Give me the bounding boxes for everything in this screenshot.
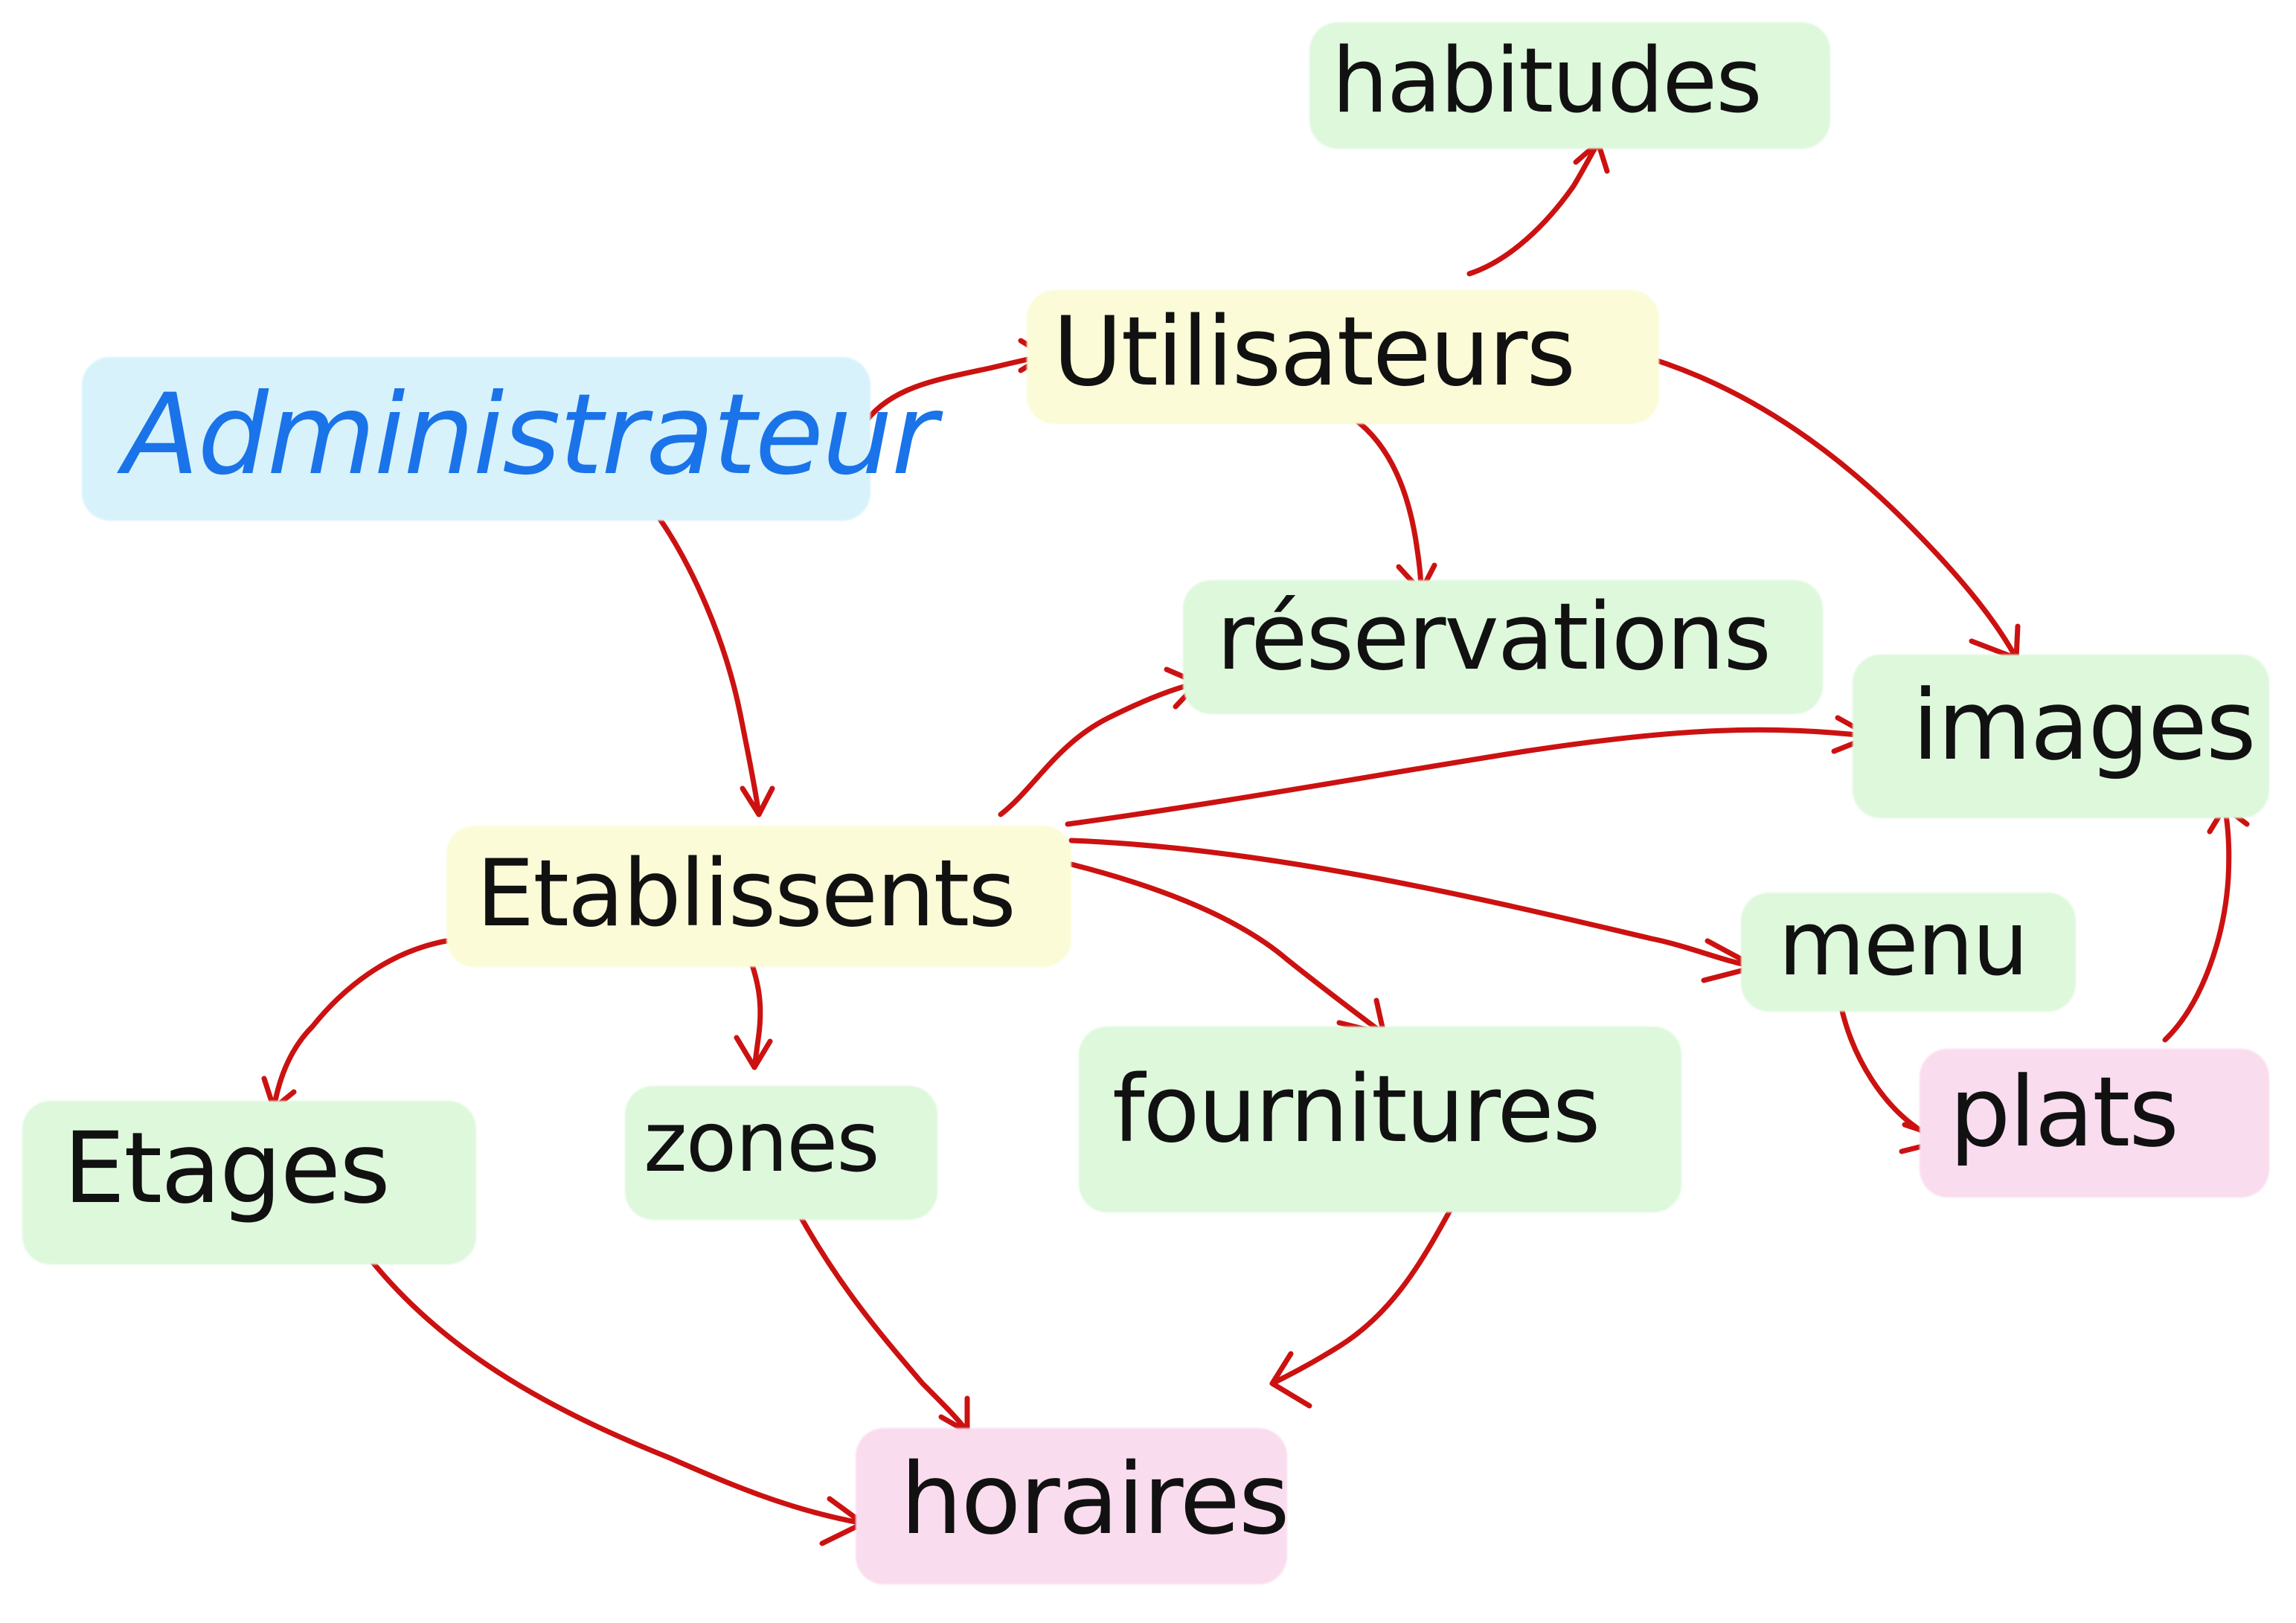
label-reservations: réservations [1216, 584, 1771, 691]
highlight-reservations [1183, 580, 1823, 714]
label-menu: menu [1778, 893, 2029, 996]
arrowhead-utilisateurs-to-images [1969, 623, 2021, 661]
edge-etablissements-to-menu [1068, 838, 1759, 970]
edge-utilisateurs-to-reservations [1351, 416, 1424, 594]
label-zones: zones [644, 1094, 880, 1191]
label-images: images [1912, 669, 2257, 782]
edge-administrateur-to-utilisateurs [864, 353, 1048, 423]
highlight-menu [1741, 893, 2076, 1012]
edge-plats-to-images [2162, 804, 2232, 1043]
edge-etablissements-to-reservations [998, 680, 1201, 817]
edge-utilisateurs-to-habitudes [1466, 140, 1601, 277]
edge-etablissements-to-images [1065, 727, 1874, 827]
edge-etablissements-to-zones [745, 949, 763, 1070]
edge-utilisateurs-to-images [1630, 350, 2019, 661]
edge-etages-to-horaires [341, 1221, 866, 1526]
arrowhead-administrateur-to-etablissements [740, 785, 775, 817]
label-fournitures: fournitures [1112, 1056, 1600, 1163]
highlight-etablissements [446, 826, 1071, 967]
label-horaires: horaires [900, 1442, 1290, 1557]
highlight-zones [625, 1086, 937, 1220]
label-administrateur: Administrateur [123, 370, 937, 500]
edge-fournitures-to-horaires [1269, 1186, 1465, 1386]
edge-administrateur-to-etablissements [655, 514, 762, 817]
arrowhead-etablissements-to-zones [734, 1035, 773, 1070]
label-etablissements: Etablissents [476, 841, 1016, 948]
highlight-horaires [856, 1428, 1287, 1584]
label-utilisateurs: Utilisateurs [1053, 297, 1576, 408]
highlight-administrateur [82, 357, 870, 521]
edge-zones-to-horaires [787, 1195, 970, 1435]
arrowhead-fournitures-to-horaires [1269, 1351, 1312, 1409]
highlight-images [1853, 655, 2269, 818]
label-etages: Etages [63, 1111, 391, 1226]
highlight-plats [1920, 1049, 2269, 1198]
highlight-fournitures [1079, 1026, 1681, 1212]
highlight-habitudes [1309, 22, 1830, 149]
edge-etablissements-to-etages [271, 938, 449, 1111]
highlight-etages [22, 1101, 476, 1264]
edge-etablissements-to-fournitures [1068, 861, 1387, 1037]
label-plats: plats [1949, 1055, 2179, 1169]
highlight-utilisateurs [1027, 290, 1659, 424]
label-habitudes: habitudes [1332, 30, 1763, 133]
